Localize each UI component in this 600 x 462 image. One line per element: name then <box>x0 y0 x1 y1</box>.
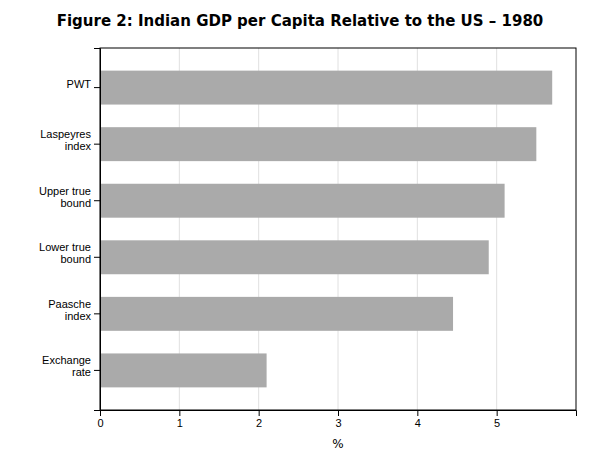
bar <box>100 71 552 105</box>
tick-mark <box>259 410 260 416</box>
tick-label: 0 <box>97 417 103 429</box>
tick: Upper truebound <box>39 185 100 209</box>
chart: Figure 2: Indian GDP per Capita Relative… <box>0 0 600 462</box>
tick-label: 2 <box>256 417 262 429</box>
bar <box>100 240 489 274</box>
tick-label: PWT <box>67 78 92 90</box>
bar <box>100 297 453 331</box>
tick-label: 1 <box>177 417 183 429</box>
tick-label: 3 <box>335 417 341 429</box>
tick-mark <box>94 87 100 88</box>
tick-label: Upper truebound <box>39 185 91 209</box>
tick-label: Laspeyresindex <box>40 128 91 152</box>
tick-mark <box>94 144 100 145</box>
tick: 0 <box>97 410 103 429</box>
tick: 4 <box>415 410 421 429</box>
tick: 5 <box>494 410 500 429</box>
tick-label: 4 <box>415 417 421 429</box>
bars <box>100 71 552 388</box>
title: Figure 2: Indian GDP per Capita Relative… <box>57 12 544 30</box>
tick-mark <box>94 257 100 258</box>
tick-label: 5 <box>494 417 500 429</box>
tick-mark <box>179 410 180 416</box>
tick: PWT <box>67 78 100 90</box>
plot: 0 1 2 3 4 5 PWT Laspeyresindex Upper truebound Lo… <box>39 48 576 429</box>
axis-line <box>94 49 101 411</box>
tick: Lower truebound <box>39 241 100 265</box>
tick: 3 <box>335 410 341 429</box>
tick: 2 <box>256 410 262 429</box>
axis-line <box>101 411 577 417</box>
tick-label: Exchangerate <box>42 354 91 378</box>
x-axis-title: % <box>332 437 343 451</box>
tick-mark <box>94 200 100 201</box>
tick: Laspeyresindex <box>40 128 100 152</box>
tick-label: Lower truebound <box>39 241 91 265</box>
tick-mark <box>94 370 100 371</box>
tick-mark <box>417 410 418 416</box>
bar <box>100 353 267 387</box>
tick: 1 <box>177 410 183 429</box>
tick-mark <box>497 410 498 416</box>
tick-mark <box>338 410 339 416</box>
x-axis: 0 1 2 3 4 5 <box>97 410 576 429</box>
tick-label: Paascheindex <box>48 298 91 322</box>
tick-mark <box>94 313 100 314</box>
tick: Paascheindex <box>48 298 100 322</box>
y-axis: PWT Laspeyresindex Upper truebound Lower tr… <box>39 49 100 411</box>
plot-frame <box>100 48 576 410</box>
tick: Exchangerate <box>42 354 100 378</box>
bar <box>100 184 505 218</box>
bar <box>100 127 536 161</box>
